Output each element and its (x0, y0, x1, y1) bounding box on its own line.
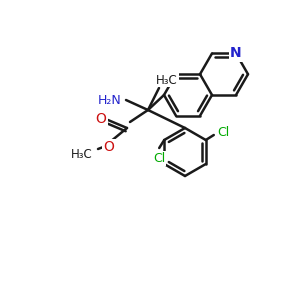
Text: H₂N: H₂N (98, 94, 122, 106)
Text: O: O (103, 140, 114, 154)
Text: Cl: Cl (218, 125, 230, 139)
Text: H₃C: H₃C (156, 74, 178, 86)
Text: O: O (96, 112, 106, 126)
Text: Cl: Cl (153, 152, 165, 164)
Text: H₃C: H₃C (71, 148, 93, 160)
Text: N: N (230, 46, 242, 60)
